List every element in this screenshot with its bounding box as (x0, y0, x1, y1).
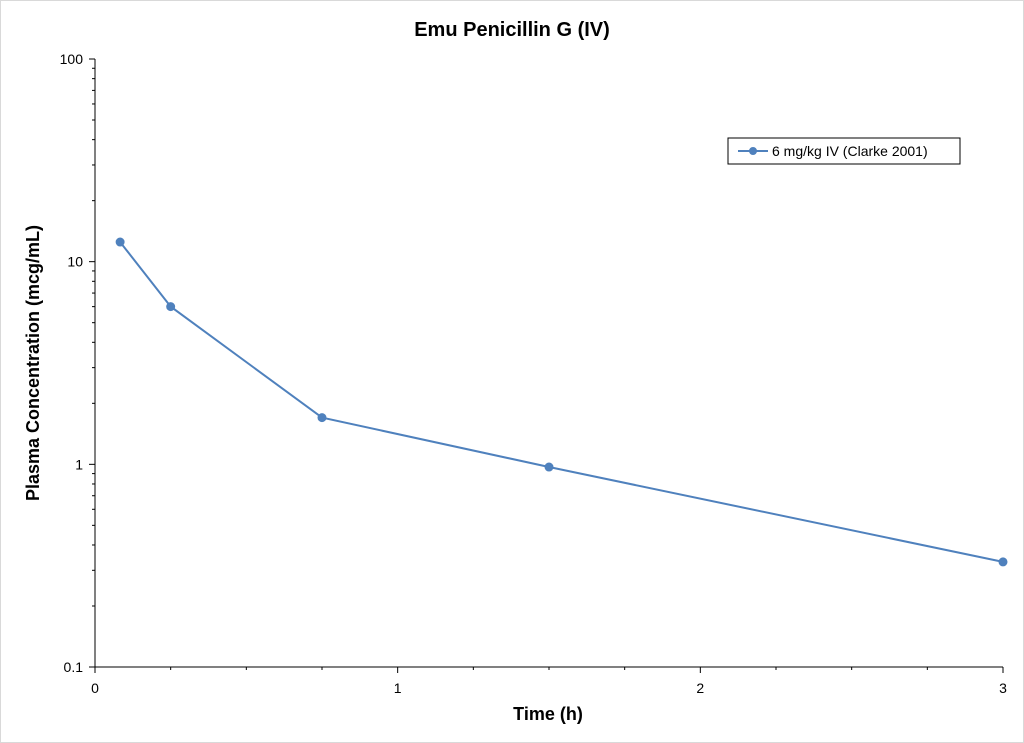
data-point (115, 237, 125, 247)
y-tick-label: 1 (75, 456, 83, 472)
data-point (998, 557, 1008, 567)
chart-title: Emu Penicillin G (IV) (414, 19, 610, 41)
y-tick-label: 100 (60, 51, 84, 67)
legend-entry-label: 6 mg/kg IV (Clarke 2001) (772, 143, 928, 159)
x-tick-label: 2 (696, 680, 704, 696)
y-axis-label: Plasma Concentration (mcg/mL) (23, 225, 43, 501)
x-axis-ticks (94, 667, 1004, 673)
data-point (166, 302, 176, 312)
x-axis-label: Time (h) (513, 704, 583, 724)
y-tick-labels: 0.1 1 10 100 (60, 51, 84, 675)
data-point (544, 462, 554, 472)
y-tick-label: 10 (67, 254, 83, 270)
legend: 6 mg/kg IV (Clarke 2001) (727, 137, 961, 165)
x-tick-labels: 0 1 2 3 (91, 680, 1007, 696)
x-tick-label: 3 (999, 680, 1007, 696)
legend-marker-swatch (749, 147, 757, 155)
y-tick-label: 0.1 (64, 659, 84, 675)
y-axis-major-ticks (89, 58, 95, 668)
series-line (119, 241, 1004, 563)
data-point (317, 413, 327, 423)
x-tick-label: 1 (394, 680, 402, 696)
series-layer (115, 237, 1008, 567)
x-tick-label: 0 (91, 680, 99, 696)
